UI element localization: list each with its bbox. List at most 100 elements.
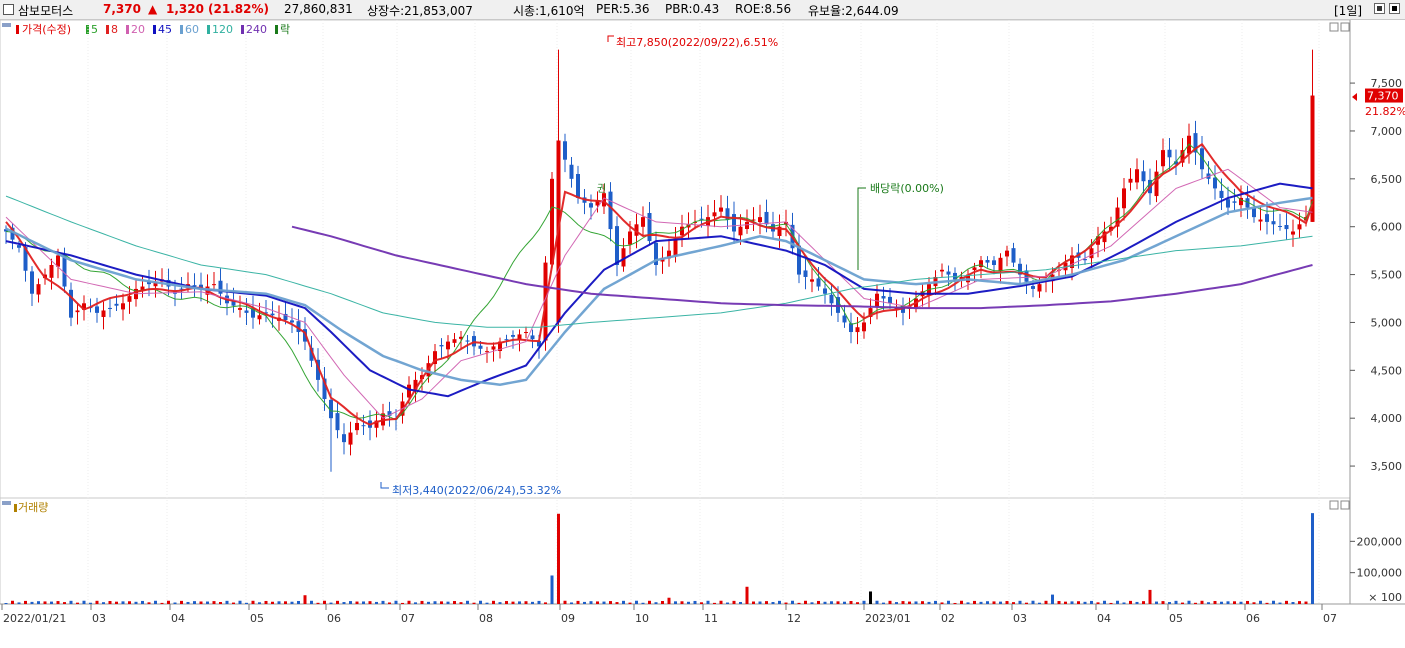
date-tick-label-1: 03: [92, 612, 106, 625]
candle-body-44: [290, 320, 294, 323]
volume-bar-66: [433, 601, 437, 604]
volume-bar-131: [856, 602, 859, 604]
select-checkbox[interactable]: [3, 4, 14, 15]
price-change: 1,320: [166, 2, 204, 16]
candle-body-190: [1239, 197, 1243, 206]
candle-body-92: [602, 193, 606, 207]
legend-item-2: 20: [131, 23, 145, 36]
volume-bar-186: [1213, 600, 1217, 604]
volume-bar-23: [154, 600, 157, 604]
volume-bar-189: [1233, 601, 1236, 604]
volume-bar-160: [1044, 600, 1048, 604]
volume-bar-191: [1246, 600, 1249, 604]
volume-minimize-icon[interactable]: [1329, 500, 1339, 510]
candle-body-131: [855, 327, 860, 333]
volume-bar-10: [69, 600, 73, 604]
period-selector[interactable]: [1일]: [1334, 4, 1363, 18]
candle-body-144: [940, 269, 944, 272]
volume-bar-170: [1109, 602, 1113, 604]
volume-bar-52: [342, 602, 346, 604]
volume-bar-41: [271, 601, 274, 604]
candle-body-112: [732, 214, 736, 232]
maximize-button[interactable]: [1374, 3, 1385, 14]
candle-body-67: [439, 345, 444, 347]
candle-body-59: [387, 411, 392, 416]
volume-bar-172: [1122, 602, 1126, 604]
trade-volume: 27,860,831: [284, 2, 353, 16]
volume-bar-180: [1174, 600, 1178, 604]
candle-body-10: [69, 289, 73, 318]
volume-bar-137: [895, 602, 898, 604]
volume-bar-190: [1239, 601, 1243, 604]
candle-body-18: [121, 303, 125, 310]
volume-bar-143: [934, 600, 937, 604]
volume-bar-75: [492, 600, 495, 604]
candle-body-70: [459, 336, 463, 339]
legend-marker-1: [106, 25, 109, 34]
volume-bar-7: [50, 601, 53, 604]
candle-body-81: [530, 335, 535, 340]
candle-body-115: [751, 219, 756, 221]
candle-body-50: [329, 399, 333, 419]
volume-bar-68: [446, 601, 450, 604]
volume-bar-103: [674, 601, 677, 604]
candle-body-130: [849, 323, 853, 333]
candle-body-195: [1271, 221, 1276, 225]
volume-title: 거래량: [18, 501, 48, 514]
volume-bar-168: [1096, 602, 1100, 604]
candle-body-114: [745, 221, 749, 229]
candle-body-23: [153, 281, 158, 287]
candle-body-63: [413, 379, 418, 390]
stock-chart[interactable]: 가격(수정) 5 8 20 45 60 120 240 락 거래량 3,500 4,000 4,5…: [0, 20, 1405, 648]
ma-line-120: [5, 195, 1313, 328]
volume-panel-menu-icon[interactable]: [2, 501, 11, 505]
panel-close-icon[interactable]: [1340, 22, 1350, 32]
candle-body-91: [595, 200, 600, 206]
candle-body-164: [1070, 255, 1074, 268]
candle-body-29: [192, 285, 197, 287]
volume-bar-80: [524, 601, 528, 604]
candle-body-183: [1193, 133, 1198, 153]
volume-bar-138: [901, 601, 905, 604]
candle-body-186: [1213, 177, 1217, 189]
date-tick-label-11: 2023/01: [865, 612, 911, 625]
volume-bar-72: [472, 602, 476, 604]
candle-body-48: [316, 359, 320, 380]
volume-bar-98: [641, 602, 645, 604]
candle-body-126: [823, 288, 827, 294]
volume-bar-12: [82, 600, 86, 604]
panel-menu-icon[interactable]: [2, 23, 11, 27]
price-tick-label-3: 5,000: [1371, 316, 1403, 329]
candle-body-156: [1018, 263, 1022, 275]
candle-body-35: [231, 300, 236, 306]
volume-bar-92: [602, 601, 606, 604]
volume-close-icon[interactable]: [1340, 500, 1350, 510]
volume-bar-62: [407, 600, 411, 604]
volume-bar-194: [1265, 602, 1269, 604]
volume-bar-0: [4, 602, 8, 604]
candle-body-33: [218, 280, 223, 294]
price-tick-label-5: 6,000: [1371, 221, 1403, 234]
volume-bar-136: [888, 600, 892, 604]
dividend-annotation: 배당락(0.00%): [857, 182, 944, 270]
title-bar: 삼보모터스 7,370 ▲ 1,320 (21.82%) 27,860,831 …: [0, 0, 1405, 20]
date-tick-label-9: 11: [704, 612, 718, 625]
volume-bar-21: [141, 600, 144, 604]
volume-bar-73: [479, 600, 482, 604]
candle-body-15: [101, 310, 106, 317]
candle-body-12: [82, 303, 86, 310]
volume-multiplier: × 100: [1368, 591, 1402, 604]
volume-bar-91: [596, 601, 599, 604]
panel-minimize-icon[interactable]: [1329, 22, 1339, 32]
candle-body-14: [95, 306, 99, 313]
volume-bar-2: [17, 602, 21, 604]
ma-line-20: [5, 168, 1313, 419]
volume-bar-155: [1012, 602, 1015, 604]
volume-bar-83: [544, 602, 547, 604]
candle-body-173: [1128, 178, 1133, 183]
candle-body-66: [433, 351, 437, 365]
close-button[interactable]: [1389, 3, 1400, 14]
volume-bar-17: [115, 601, 118, 604]
volume-bar-45: [297, 600, 300, 604]
candle-body-116: [758, 217, 762, 223]
